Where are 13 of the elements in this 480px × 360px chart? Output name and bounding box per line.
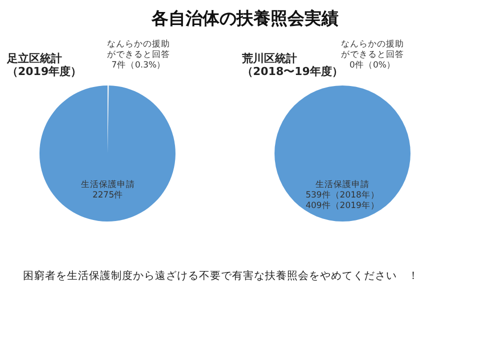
category-label: なんらかの援助ができると回答 bbox=[341, 40, 404, 60]
chart-title: 荒川区統計（2018〜19年度） bbox=[241, 52, 343, 78]
text: 困窮者を生活保護制度から遠ざける不要で有害な扶養照会をやめてください ！ bbox=[23, 269, 419, 282]
slice-label: 生活保護申請 bbox=[80, 179, 135, 190]
text: 各自治体の扶養照会実績 bbox=[150, 9, 338, 29]
slice-label: 生活保護申請 bbox=[316, 179, 370, 190]
text: 足立区統計（2019年度） bbox=[6, 52, 82, 78]
data-label: 7件（0.3%） bbox=[112, 60, 166, 71]
slice-label: なんらかの援助ができると回答 bbox=[107, 38, 170, 60]
text: 0件（0%） bbox=[350, 60, 396, 70]
data-label: 2275件 bbox=[92, 190, 124, 201]
pie-slice bbox=[40, 86, 176, 222]
text: 539件（2018年） 409件（2019年） bbox=[306, 190, 380, 212]
